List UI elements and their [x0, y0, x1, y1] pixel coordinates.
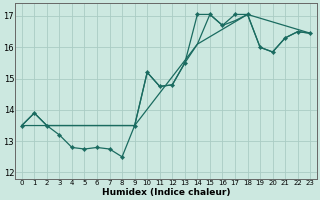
X-axis label: Humidex (Indice chaleur): Humidex (Indice chaleur) — [102, 188, 230, 197]
